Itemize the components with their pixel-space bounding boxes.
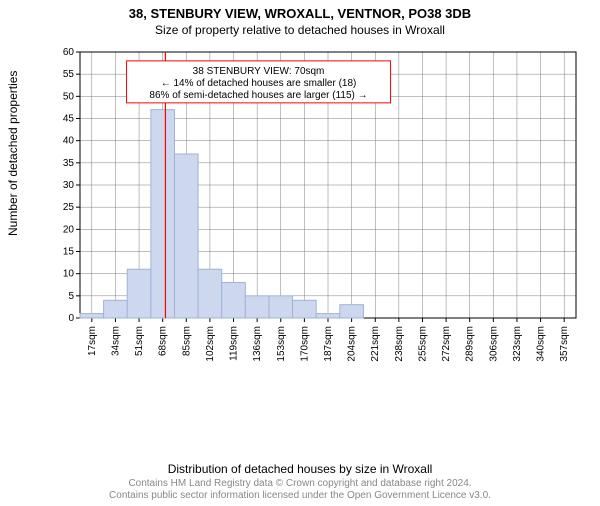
svg-text:153sqm: 153sqm <box>276 326 287 362</box>
svg-text:60: 60 <box>63 48 75 58</box>
svg-text:86% of semi-detached houses ar: 86% of semi-detached houses are larger (… <box>149 90 367 101</box>
svg-text:357sqm: 357sqm <box>559 326 570 362</box>
svg-text:68sqm: 68sqm <box>158 326 169 356</box>
svg-text:51sqm: 51sqm <box>134 326 145 356</box>
svg-text:5: 5 <box>68 291 74 302</box>
svg-text:0: 0 <box>68 313 74 324</box>
x-axis-label: Distribution of detached houses by size … <box>0 462 600 476</box>
svg-text:340sqm: 340sqm <box>536 326 547 362</box>
svg-text:17sqm: 17sqm <box>87 326 98 356</box>
footer-attribution: Contains HM Land Registry data © Crown c… <box>0 478 600 502</box>
footer-line1: Contains HM Land Registry data © Crown c… <box>0 478 600 490</box>
chart-area: 0 5 10 15 20 25 30 35 40 45 50 55 60 17sqm 34sqm 51sqm 6… <box>52 48 582 428</box>
svg-text:136sqm: 136sqm <box>252 326 263 362</box>
histogram-svg: 0 5 10 15 20 25 30 35 40 45 50 55 60 17sqm 34sqm 51sqm 6… <box>52 48 582 428</box>
svg-text:119sqm: 119sqm <box>229 326 240 361</box>
svg-text:255sqm: 255sqm <box>417 326 428 362</box>
svg-text:15: 15 <box>63 247 75 258</box>
svg-text:10: 10 <box>63 269 75 280</box>
footer-line2: Contains public sector information licen… <box>0 490 600 502</box>
svg-text:38 STENBURY VIEW: 70sqm: 38 STENBURY VIEW: 70sqm <box>193 66 325 77</box>
y-axis-label: Number of detached properties <box>6 71 20 236</box>
svg-text:187sqm: 187sqm <box>323 326 334 362</box>
svg-text:238sqm: 238sqm <box>394 326 405 362</box>
svg-text:50: 50 <box>63 91 75 102</box>
svg-text:55: 55 <box>63 69 75 80</box>
chart-title-sub: Size of property relative to detached ho… <box>0 23 600 37</box>
svg-text:← 14% of detached houses are s: ← 14% of detached houses are smaller (18… <box>161 78 357 89</box>
svg-text:30: 30 <box>63 180 75 191</box>
svg-text:102sqm: 102sqm <box>205 326 216 362</box>
svg-text:306sqm: 306sqm <box>488 326 499 362</box>
chart-title-main: 38, STENBURY VIEW, WROXALL, VENTNOR, PO3… <box>0 6 600 21</box>
svg-text:20: 20 <box>63 224 75 235</box>
svg-text:45: 45 <box>63 114 75 125</box>
svg-text:25: 25 <box>63 202 75 213</box>
svg-text:34sqm: 34sqm <box>110 326 121 356</box>
svg-text:85sqm: 85sqm <box>181 326 192 356</box>
svg-text:323sqm: 323sqm <box>512 326 523 362</box>
svg-text:289sqm: 289sqm <box>465 326 476 362</box>
svg-text:204sqm: 204sqm <box>347 326 358 362</box>
svg-text:170sqm: 170sqm <box>299 326 310 362</box>
svg-text:272sqm: 272sqm <box>441 326 452 362</box>
svg-text:35: 35 <box>63 158 75 169</box>
svg-text:40: 40 <box>63 136 75 147</box>
svg-text:221sqm: 221sqm <box>370 326 381 362</box>
